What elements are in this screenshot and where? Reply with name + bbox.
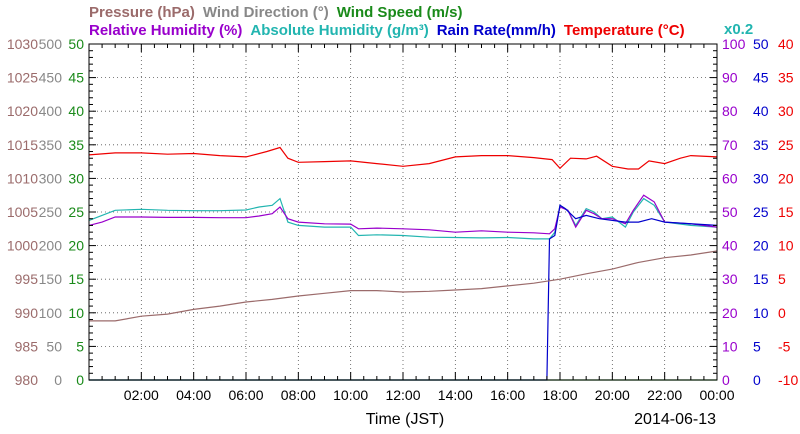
tick-label-temperature: 5 [778, 271, 786, 287]
x-tick-label: 02:00 [124, 387, 159, 403]
legend-item-wind-speed-m-s: Wind Speed (m/s) [337, 4, 463, 21]
tick-label-rain-rate: 5 [753, 338, 761, 354]
tick-label-wind-direction: 400 [39, 103, 63, 119]
tick-label-temperature: 0 [778, 305, 786, 321]
series-line-rain-rate [89, 204, 718, 381]
series-layer [88, 146, 718, 381]
tick-label-wind-speed: 30 [68, 170, 84, 186]
tick-label-rain-rate: 30 [753, 170, 769, 186]
tick-label-temperature: 35 [778, 70, 794, 86]
tick-label-pressure: 980 [15, 372, 39, 388]
tick-label-rain-rate: 35 [753, 137, 769, 153]
date-label: 2014-06-13 [634, 411, 716, 428]
tick-label-wind-speed: 50 [68, 36, 84, 52]
tick-label-wind-speed: 15 [68, 271, 84, 287]
tick-label-pressure: 990 [15, 305, 39, 321]
tick-label-rain-rate: 10 [753, 305, 769, 321]
tick-label-pressure: 1025 [7, 70, 38, 86]
tick-label-temperature: -10 [778, 372, 798, 388]
tick-label-wind-direction: 500 [39, 36, 63, 52]
tick-label-relative-humidity: 50 [722, 204, 738, 220]
legend-item-absolute-humidity-g-m: Absolute Humidity (g/m³) [250, 22, 428, 39]
tick-label-rain-rate: 0 [753, 372, 761, 388]
tick-label-pressure: 1015 [7, 137, 38, 153]
grid [89, 44, 717, 380]
tick-label-temperature: 10 [778, 238, 794, 254]
tick-label-pressure: 1005 [7, 204, 38, 220]
tick-label-pressure: 1030 [7, 36, 38, 52]
legend-item-wind-direction: Wind Direction (°) [203, 4, 329, 21]
tick-label-relative-humidity: 80 [722, 103, 738, 119]
legend-row-1: Pressure (hPa) Wind Direction (°) Wind Spe… [89, 4, 462, 21]
tick-label-wind-speed: 10 [68, 305, 84, 321]
tick-label-pressure: 1010 [7, 170, 38, 186]
tick-label-temperature: 20 [778, 170, 794, 186]
tick-label-relative-humidity: 40 [722, 238, 738, 254]
tick-label-wind-direction: 50 [46, 338, 62, 354]
tick-label-wind-speed: 5 [76, 338, 84, 354]
tick-label-wind-speed: 35 [68, 137, 84, 153]
legend: Pressure (hPa) Wind Direction (°) Wind Spe… [89, 4, 753, 39]
x-axis-title: Time (JST) [366, 411, 445, 428]
tick-label-pressure: 1000 [7, 238, 38, 254]
tick-label-temperature: 30 [778, 103, 794, 119]
scale-note: x0.2 [724, 21, 753, 38]
legend-row-2: Relative Humidity (%) Absolute Humidity (… [89, 22, 685, 39]
tick-label-temperature: 15 [778, 204, 794, 220]
x-tick-label: 00:00 [699, 387, 734, 403]
tick-label-pressure: 985 [15, 338, 39, 354]
tick-label-wind-direction: 350 [39, 137, 63, 153]
tick-label-rain-rate: 40 [753, 103, 769, 119]
series-line-temperature [88, 146, 718, 170]
tick-label-rain-rate: 20 [753, 238, 769, 254]
tick-label-rain-rate: 50 [753, 36, 769, 52]
tick-label-wind-direction: 300 [39, 170, 63, 186]
legend-item-rain-rate-mm-h: Rain Rate(mm/h) [437, 22, 556, 39]
x-tick-label: 20:00 [595, 387, 630, 403]
tick-label-relative-humidity: 30 [722, 271, 738, 287]
tick-label-rain-rate: 25 [753, 204, 769, 220]
tick-label-wind-direction: 450 [39, 70, 63, 86]
tick-label-wind-direction: 100 [39, 305, 63, 321]
legend-item-pressure-hpa: Pressure (hPa) [89, 4, 195, 21]
x-tick-label: 14:00 [438, 387, 473, 403]
x-tick-label: 22:00 [647, 387, 682, 403]
tick-label-wind-speed: 0 [76, 372, 84, 388]
tick-label-pressure: 1020 [7, 103, 38, 119]
tick-label-relative-humidity: 20 [722, 305, 738, 321]
tick-label-relative-humidity: 0 [722, 372, 730, 388]
tick-label-wind-direction: 150 [39, 271, 63, 287]
tick-label-wind-direction: 200 [39, 238, 63, 254]
x-tick-label: 06:00 [228, 387, 263, 403]
tick-label-relative-humidity: 100 [722, 36, 746, 52]
x-tick-label: 12:00 [385, 387, 420, 403]
tick-label-relative-humidity: 10 [722, 338, 738, 354]
tick-label-temperature: 40 [778, 36, 794, 52]
tick-label-wind-direction: 0 [54, 372, 62, 388]
x-tick-label: 10:00 [333, 387, 368, 403]
tick-label-temperature: -5 [778, 338, 791, 354]
x-tick-label: 16:00 [490, 387, 525, 403]
legend-item-temperature-c: Temperature (°C) [564, 22, 685, 39]
series-line-pressure [89, 250, 718, 322]
tick-label-wind-speed: 25 [68, 204, 84, 220]
tick-label-relative-humidity: 60 [722, 170, 738, 186]
tick-label-wind-speed: 45 [68, 70, 84, 86]
tick-label-temperature: 25 [778, 137, 794, 153]
x-tick-label: 18:00 [542, 387, 577, 403]
tick-label-pressure: 995 [15, 271, 39, 287]
x-tick-label: 08:00 [281, 387, 316, 403]
tick-label-rain-rate: 15 [753, 271, 769, 287]
tick-label-wind-direction: 250 [39, 204, 63, 220]
tick-label-relative-humidity: 70 [722, 137, 738, 153]
tick-label-wind-speed: 40 [68, 103, 84, 119]
tick-label-wind-speed: 20 [68, 238, 84, 254]
series-line-absolute-humidity [88, 197, 718, 240]
tick-label-relative-humidity: 90 [722, 70, 738, 86]
legend-item-relative-humidity: Relative Humidity (%) [89, 22, 242, 39]
axis-ticks: 1030102510201015101010051000995990985980… [7, 36, 799, 403]
tick-label-rain-rate: 45 [753, 70, 769, 86]
x-tick-label: 04:00 [176, 387, 211, 403]
